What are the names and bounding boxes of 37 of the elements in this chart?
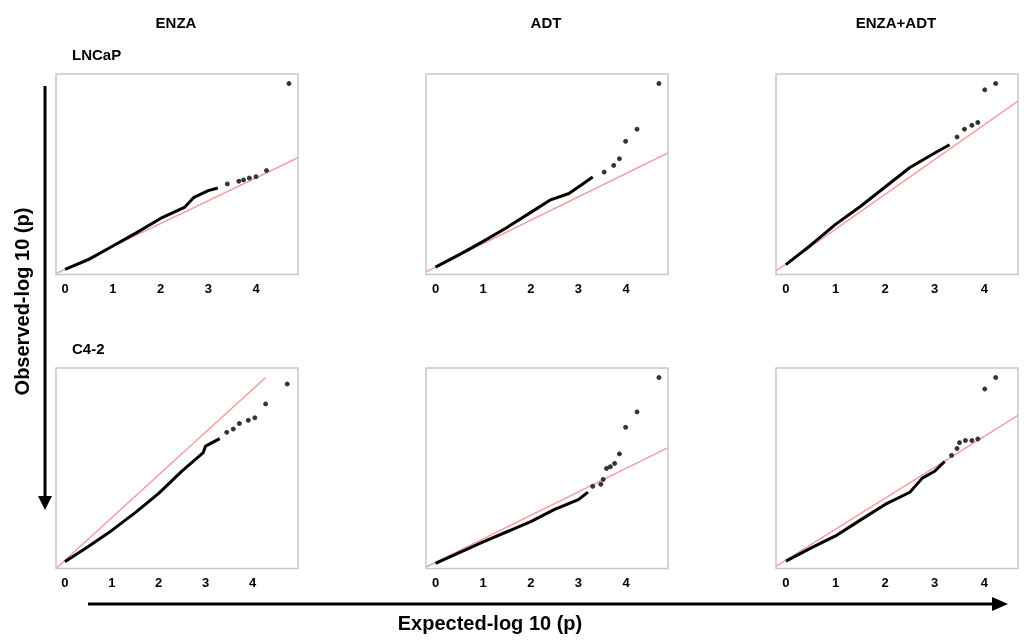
x-tick-label: 1 [108, 574, 116, 590]
x-tick-label: 4 [252, 280, 261, 296]
x-axis-title: Expected-log 10 (p) [396, 612, 584, 635]
y-axis-title: Observed-log 10 (p) [10, 206, 34, 398]
x-tick-label: 4 [622, 280, 631, 296]
x-tick-label: 3 [574, 280, 583, 296]
x-tick-label: 1 [479, 280, 487, 296]
x-tick-label: 4 [980, 574, 989, 590]
x-tick-label: 0 [431, 280, 440, 296]
x-tick-label: 2 [156, 280, 165, 296]
chart-subtitle: C4-2 [72, 340, 105, 357]
x-tick-label: 0 [61, 280, 69, 296]
x-tick-label: 4 [980, 280, 989, 296]
x-tick-label: 3 [204, 280, 212, 296]
x-tick-label: 0 [431, 574, 440, 590]
x-tick-label: 3 [931, 574, 939, 590]
x-tick-label: 3 [574, 574, 583, 590]
x-tick-label: 0 [782, 574, 790, 590]
x-tick-label: 1 [109, 280, 117, 296]
chart-title: ENZA [154, 14, 198, 31]
x-tick-label: 2 [527, 280, 535, 296]
x-tick-label: 2 [881, 574, 889, 590]
chart-subtitle: LNCaP [72, 46, 122, 63]
x-tick-label: 1 [831, 280, 840, 296]
x-tick-label: 4 [248, 574, 257, 590]
x-tick-label: 3 [201, 574, 210, 590]
chart-title: ENZA+ADT [854, 14, 938, 31]
x-tick-label: 2 [881, 280, 889, 296]
chart-title: ADT [529, 14, 563, 31]
x-tick-label: 2 [155, 574, 163, 590]
x-tick-label: 1 [479, 574, 487, 590]
x-tick-label: 2 [527, 574, 535, 590]
x-tick-label: 3 [931, 280, 939, 296]
x-tick-label: 0 [61, 574, 69, 590]
x-tick-label: 0 [782, 280, 790, 296]
x-tick-label: 4 [622, 574, 631, 590]
x-tick-label: 1 [831, 574, 840, 590]
